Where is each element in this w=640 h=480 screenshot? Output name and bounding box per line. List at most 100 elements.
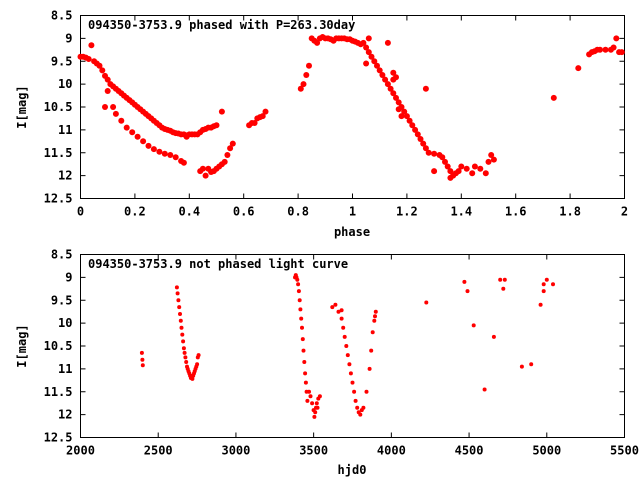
bottom-x-tick-label: 2000 [66, 444, 95, 458]
bottom-y-tick-label: 8.5 [51, 248, 73, 262]
top-data-point [180, 159, 187, 166]
top-data-point [477, 165, 484, 172]
bottom-plot-frame [80, 254, 625, 438]
top-data-point [363, 44, 370, 51]
bottom-data-point [373, 309, 378, 314]
top-data-point [365, 49, 372, 56]
top-data-point [300, 81, 307, 88]
bottom-data-point [317, 394, 322, 399]
top-data-point [463, 165, 470, 172]
bottom-data-point [175, 291, 180, 296]
top-x-tick-label: 1.2 [396, 205, 418, 219]
top-data-point [444, 163, 451, 170]
top-y-tick-label: 12 [58, 169, 72, 183]
bottom-data-point [178, 312, 182, 316]
bottom-data-point [333, 302, 338, 307]
top-x-tick-label: 1.4 [450, 205, 472, 219]
bottom-data-point [310, 401, 315, 406]
top-data-point [88, 42, 95, 49]
top-data-point [384, 39, 391, 46]
top-data-point [102, 104, 108, 110]
top-data-point [417, 136, 424, 142]
top-data-point [442, 158, 448, 165]
bottom-data-point [498, 277, 503, 282]
bottom-data-point [369, 348, 374, 353]
top-data-point [202, 172, 209, 179]
top-data-point [447, 168, 454, 175]
bottom-data-point [180, 332, 185, 337]
top-data-point [455, 168, 462, 175]
bottom-data-point [330, 305, 335, 310]
bottom-data-point [529, 362, 534, 367]
bottom-data-point [296, 282, 301, 287]
top-data-point [550, 94, 557, 101]
top-data-point [425, 149, 432, 156]
top-data-point [145, 142, 152, 149]
top-y-tick-label: 8.5 [51, 9, 73, 23]
top-data-point [393, 94, 399, 101]
top-data-point [575, 65, 582, 72]
top-x-tick-label: 2 [621, 205, 628, 219]
top-data-point [488, 152, 495, 158]
top-data-point [104, 76, 111, 83]
bottom-data-point [298, 307, 303, 312]
top-y-tick-label: 9.5 [51, 54, 73, 68]
bottom-data-point [491, 334, 496, 339]
top-data-point [393, 74, 399, 81]
top-data-point [469, 170, 476, 177]
top-data-point [374, 62, 380, 69]
top-data-point [403, 113, 410, 120]
bottom-data-point [295, 277, 300, 282]
top-x-tick-label: 0.4 [178, 205, 200, 219]
top-data-point [229, 140, 236, 147]
top-x-tick-label: 0 [77, 205, 84, 219]
top-data-point [379, 72, 386, 78]
bottom-data-point [176, 298, 181, 303]
bottom-data-point [303, 371, 308, 376]
bottom-data-point [541, 282, 546, 287]
bottom-axis-ticks: 2000 2500 3000 3500 4000 4500 5000 5500 8.5 9 9.5 1… [44, 248, 639, 458]
bottom-data-point [551, 282, 555, 287]
top-data-point [439, 154, 446, 161]
top-data-point [431, 168, 438, 175]
top-data-point [259, 113, 266, 120]
bottom-data-point [315, 405, 320, 410]
bottom-data-point [424, 300, 429, 305]
bottom-data-point [501, 286, 506, 291]
bottom-data-point [541, 289, 546, 294]
bottom-data-point [302, 360, 307, 364]
bottom-x-axis-label: hjd0 [338, 463, 367, 477]
bottom-data-point [353, 398, 358, 403]
top-data-point [420, 140, 427, 147]
bottom-data-point [482, 387, 487, 392]
top-data-point [390, 90, 397, 97]
top-data-point [458, 163, 465, 170]
bottom-data-point [300, 325, 304, 330]
top-data-point [412, 126, 419, 133]
top-x-tick-label: 0.2 [124, 205, 146, 219]
top-data-point [365, 35, 372, 42]
top-data-point [447, 174, 454, 181]
top-y-tick-label: 11.5 [44, 146, 73, 160]
top-data-point [360, 39, 367, 46]
top-data-point [401, 108, 408, 115]
bottom-y-tick-label: 10 [58, 316, 72, 330]
bottom-data-point [303, 380, 308, 385]
top-x-tick-label: 0.8 [287, 205, 309, 219]
top-data-point [618, 49, 625, 56]
top-x-tick-label: 1 [349, 205, 356, 219]
top-x-tick-label: 0.6 [233, 205, 255, 219]
top-data-point [161, 150, 168, 157]
top-y-tick-label: 10 [58, 77, 72, 91]
bottom-data-point [345, 353, 350, 358]
bottom-data-point [538, 302, 543, 307]
top-data-point [218, 108, 225, 115]
bottom-data-point [355, 405, 360, 410]
bottom-data-point [352, 389, 357, 394]
bottom-x-tick-label: 3000 [221, 444, 250, 458]
top-data-point [172, 154, 179, 161]
bottom-data-point [462, 279, 467, 284]
top-data-point [156, 148, 163, 155]
top-data-point [471, 163, 478, 170]
bottom-data-point [300, 337, 305, 342]
